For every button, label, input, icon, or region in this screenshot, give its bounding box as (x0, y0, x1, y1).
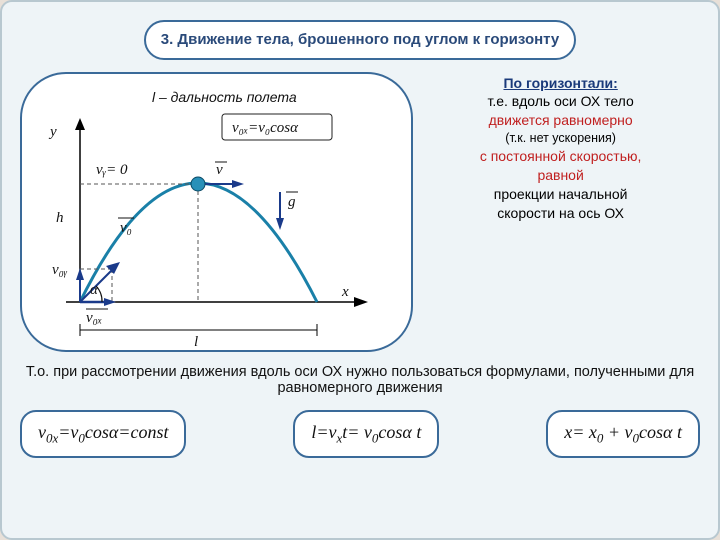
text-heading: По горизонтали: (421, 74, 700, 93)
y-axis-label: y (48, 124, 57, 140)
v0y-label: v₀ᵧ (52, 262, 68, 278)
text-line: проекции начальной (421, 185, 700, 204)
v0-vector-label: v₀ (120, 220, 132, 236)
formula-row: v0x=v0cosα=const l=vxt= v0cosα t x= x0 +… (20, 410, 700, 459)
diagram-svg: l – дальность полета v₀ₓ=v₀cosα y x h (22, 74, 413, 350)
h-label: h (56, 210, 64, 226)
text-line-red: движется равномерно (421, 111, 700, 130)
g-vector-label: g (288, 194, 296, 210)
formula-v0x: v0x=v0cosα=const (20, 410, 186, 459)
x-axis-label: x (341, 284, 349, 300)
vy0-label: vᵧ= 0 (96, 162, 128, 178)
l-label: l (194, 334, 198, 350)
content-row: l – дальность полета v₀ₓ=v₀cosα y x h (20, 68, 700, 352)
text-line: скорости на ось ОХ (421, 204, 700, 223)
slide: 3. Движение тела, брошенного под углом к… (0, 0, 720, 540)
alpha-label: α (90, 282, 99, 298)
slide-title: 3. Движение тела, брошенного под углом к… (144, 20, 576, 60)
conclusion-text: Т.о. при рассмотрении движения вдоль оси… (20, 364, 700, 396)
projectile-diagram: l – дальность полета v₀ₓ=v₀cosα y x h (20, 72, 413, 352)
formula-l: l=vxt= v0cosα t (293, 410, 439, 459)
text-line: т.е. вдоль оси ОХ тело (421, 92, 700, 111)
horizontal-motion-text: По горизонтали: т.е. вдоль оси ОХ тело д… (413, 68, 700, 223)
text-line-red: с постоянной скоростью, (421, 147, 700, 166)
text-line-red: равной (421, 166, 700, 185)
formula-x: x= x0 + v0cosα t (546, 410, 700, 459)
v0x-equation: v₀ₓ=v₀cosα (232, 120, 299, 136)
range-label: l – дальность полета (152, 89, 297, 105)
ball-icon (191, 177, 205, 191)
v0x-label: v₀ₓ (86, 310, 102, 326)
v-vector-label: v (216, 162, 223, 178)
text-line-small: (т.к. нет ускорения) (421, 130, 700, 147)
